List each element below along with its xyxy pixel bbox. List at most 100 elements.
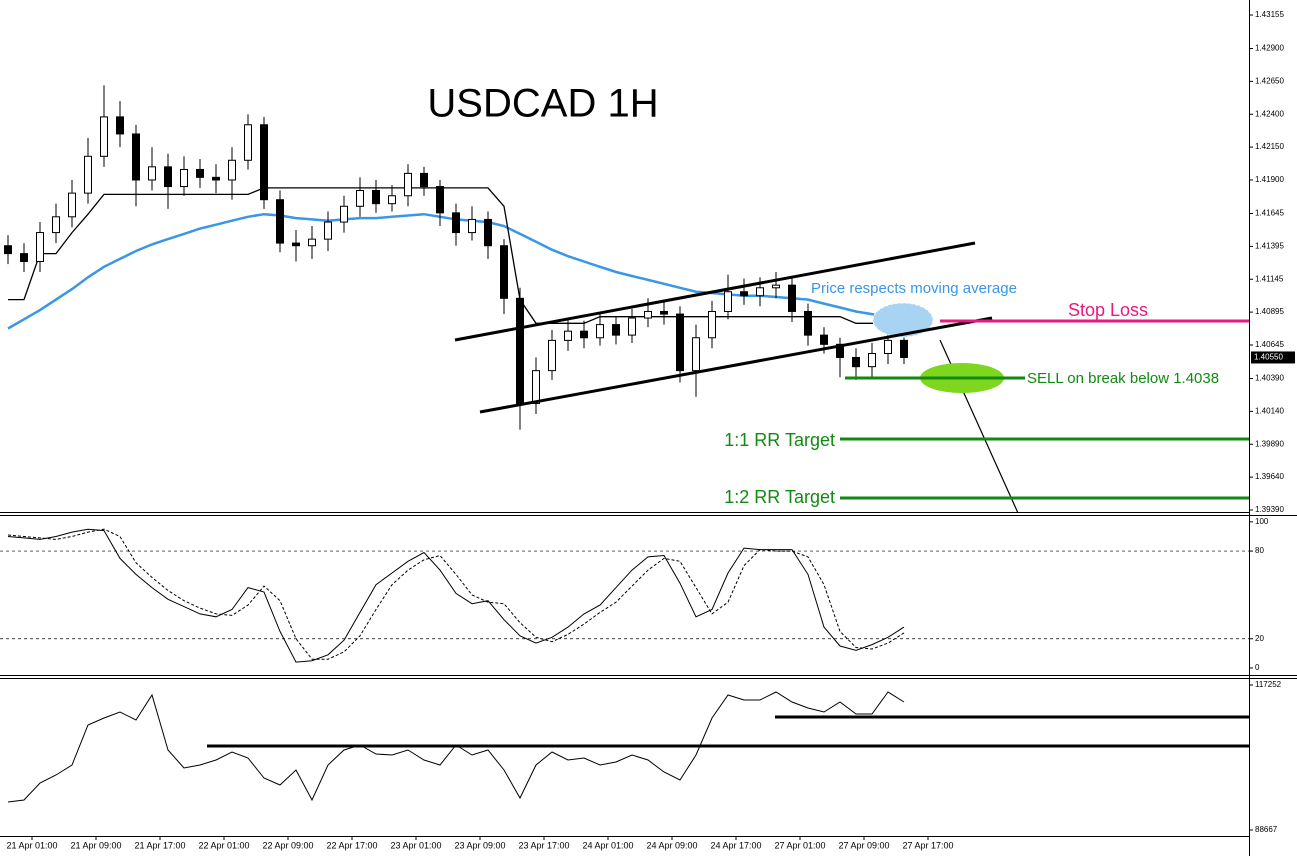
indicator-line bbox=[7, 528, 905, 660]
candle-body bbox=[116, 116, 124, 135]
candle-body bbox=[36, 232, 44, 262]
candle-body bbox=[180, 168, 188, 188]
price-label: 1.40550 bbox=[1254, 353, 1283, 362]
y-tick-label: 0 bbox=[1255, 663, 1260, 672]
annotation: SELL on break below 1.4038 bbox=[1027, 370, 1219, 387]
x-tick-label: 23 Apr 01:00 bbox=[390, 840, 441, 850]
candle-body bbox=[244, 124, 252, 161]
candle-body bbox=[164, 166, 172, 188]
candle-body bbox=[740, 291, 748, 297]
x-tick-label: 27 Apr 17:00 bbox=[902, 840, 953, 850]
candle-body bbox=[900, 339, 908, 358]
candle-body bbox=[340, 205, 348, 223]
x-tick-label: 24 Apr 01:00 bbox=[582, 840, 633, 850]
candle-body bbox=[836, 343, 844, 358]
y-tick-label: 1.40390 bbox=[1255, 374, 1284, 383]
candle-body bbox=[692, 337, 700, 372]
candle-body bbox=[548, 339, 556, 372]
candle-body bbox=[436, 186, 444, 214]
annotation: Price respects moving average bbox=[811, 280, 1017, 297]
candle-body bbox=[452, 212, 460, 234]
x-tick-label: 21 Apr 17:00 bbox=[134, 840, 185, 850]
candle-body bbox=[516, 297, 524, 404]
candle-body bbox=[68, 192, 76, 218]
x-tick-label: 22 Apr 01:00 bbox=[198, 840, 249, 850]
x-tick-label: 23 Apr 09:00 bbox=[454, 840, 505, 850]
y-tick-label: 1.40895 bbox=[1255, 307, 1284, 316]
candle-body bbox=[484, 218, 492, 247]
candle-body bbox=[4, 245, 12, 255]
candle-body bbox=[868, 353, 876, 368]
candle-body bbox=[148, 166, 156, 181]
x-tick-label: 24 Apr 09:00 bbox=[646, 840, 697, 850]
channel-line bbox=[479, 316, 993, 414]
candle-body bbox=[884, 339, 892, 355]
candle-body bbox=[756, 287, 764, 297]
candle-body bbox=[772, 284, 780, 289]
candle-body bbox=[468, 218, 476, 234]
candle-body bbox=[324, 221, 332, 240]
candle-body bbox=[356, 190, 364, 207]
trend-line bbox=[8, 187, 904, 324]
candle-body bbox=[788, 284, 796, 312]
y-tick-label: 117252 bbox=[1255, 680, 1282, 689]
candle-body bbox=[708, 310, 716, 339]
y-tick-label: 1.43155 bbox=[1255, 10, 1284, 19]
y-tick-label: 1.41645 bbox=[1255, 209, 1284, 218]
chart-title: USDCAD 1H bbox=[427, 82, 658, 126]
channel-line bbox=[454, 241, 976, 342]
price-label-bg bbox=[1251, 351, 1295, 364]
x-tick-label: 21 Apr 01:00 bbox=[6, 840, 57, 850]
y-tick-label: 1.39640 bbox=[1255, 472, 1284, 481]
y-tick-label: 1.42900 bbox=[1255, 44, 1284, 53]
candle-body bbox=[20, 253, 28, 262]
annotation: Stop Loss bbox=[1068, 300, 1148, 320]
candle-body bbox=[132, 133, 140, 181]
y-tick-label: 88667 bbox=[1255, 825, 1278, 834]
candle-body bbox=[212, 176, 220, 181]
x-tick-label: 21 Apr 09:00 bbox=[70, 840, 121, 850]
candle-body bbox=[260, 124, 268, 201]
y-tick-label: 80 bbox=[1255, 546, 1264, 555]
x-tick-label: 27 Apr 01:00 bbox=[774, 840, 825, 850]
annotation: 1:1 RR Target bbox=[724, 430, 835, 450]
candle-body bbox=[628, 317, 636, 336]
candle-body bbox=[500, 245, 508, 299]
x-tick-label: 22 Apr 17:00 bbox=[326, 840, 377, 850]
y-tick-label: 1.42400 bbox=[1255, 109, 1284, 118]
y-tick-label: 1.42650 bbox=[1255, 76, 1284, 85]
x-tick-label: 27 Apr 09:00 bbox=[838, 840, 889, 850]
candle-body bbox=[564, 330, 572, 341]
candle-body bbox=[676, 313, 684, 372]
candle-body bbox=[52, 216, 60, 234]
y-tick-label: 1.41900 bbox=[1255, 175, 1284, 184]
y-tick-label: 100 bbox=[1255, 517, 1269, 526]
candle-body bbox=[372, 190, 380, 205]
x-tick-label: 23 Apr 17:00 bbox=[518, 840, 569, 850]
candle-body bbox=[388, 195, 396, 205]
y-tick-label: 1.39390 bbox=[1255, 505, 1284, 514]
candle-body bbox=[532, 370, 540, 404]
y-tick-label: 1.40140 bbox=[1255, 406, 1284, 415]
highlight-ellipse bbox=[872, 302, 934, 338]
y-tick-label: 1.40645 bbox=[1255, 340, 1284, 349]
candle-body bbox=[276, 199, 284, 244]
candle-body bbox=[660, 310, 668, 315]
candle-body bbox=[420, 172, 428, 188]
candle-body bbox=[308, 238, 316, 247]
y-tick-label: 1.42150 bbox=[1255, 142, 1284, 151]
y-tick-label: 20 bbox=[1255, 634, 1264, 643]
candle-body bbox=[612, 324, 620, 336]
y-tick-label: 1.41395 bbox=[1255, 241, 1284, 250]
candle-body bbox=[196, 168, 204, 178]
candle-body bbox=[100, 116, 108, 157]
candle-body bbox=[852, 356, 860, 368]
indicator-line bbox=[7, 528, 905, 663]
y-tick-label: 1.41145 bbox=[1255, 274, 1284, 283]
candle-body bbox=[292, 242, 300, 247]
candle-body bbox=[820, 334, 828, 345]
x-tick-label: 22 Apr 09:00 bbox=[262, 840, 313, 850]
candle-body bbox=[804, 310, 812, 336]
